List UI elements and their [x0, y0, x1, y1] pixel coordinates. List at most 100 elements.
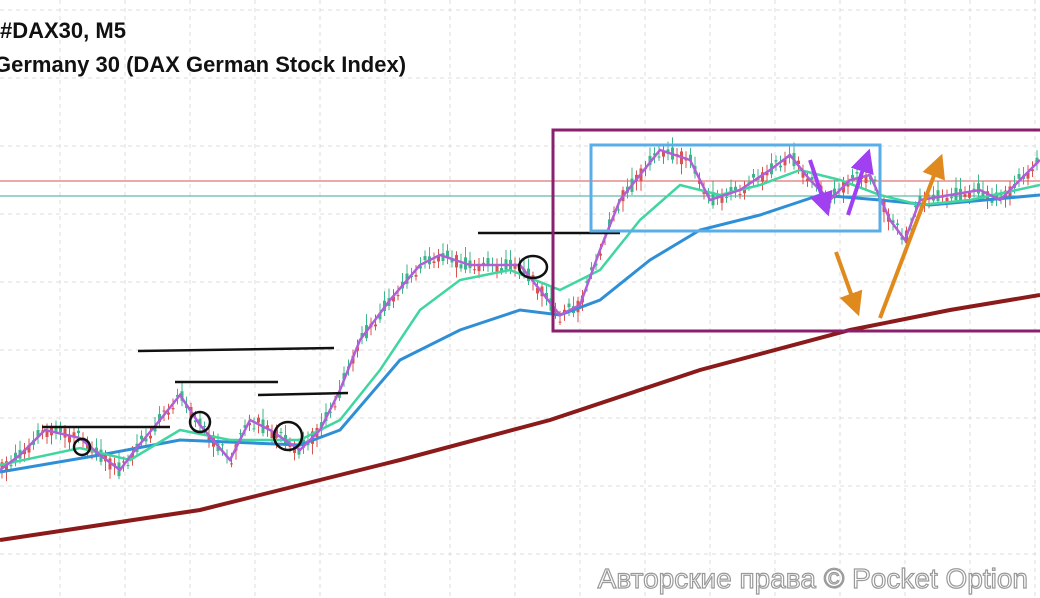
range-box — [589, 143, 882, 233]
candle-body — [563, 309, 566, 313]
candle-body — [59, 427, 62, 433]
candle-body — [266, 425, 269, 428]
candle-body — [833, 188, 836, 199]
candle-body — [648, 155, 652, 166]
candle-body — [171, 407, 175, 410]
candle-body — [378, 314, 382, 320]
candle-body — [950, 196, 953, 199]
candle-body — [801, 172, 805, 178]
candle-body — [126, 465, 130, 467]
candle-body — [158, 414, 161, 423]
candle-body — [342, 373, 346, 380]
candle-body — [738, 193, 742, 195]
candle-body — [500, 267, 503, 272]
candle-body — [437, 256, 440, 262]
candle-body — [203, 426, 206, 428]
candle-body — [446, 250, 449, 257]
candle-body — [198, 418, 202, 427]
candle-body — [536, 287, 539, 294]
candle-body — [653, 153, 656, 156]
candle-body — [968, 192, 971, 198]
annotations — [42, 231, 620, 457]
arrows — [808, 148, 945, 319]
candle-body — [617, 209, 620, 211]
candle-body — [63, 428, 67, 438]
candle-body — [1026, 172, 1030, 179]
candle-body — [896, 223, 899, 225]
candle-body — [396, 295, 400, 297]
candle-body — [419, 266, 422, 269]
candle-body — [752, 174, 755, 178]
candle-body — [698, 180, 701, 184]
candle-body — [473, 269, 476, 271]
candle-body — [86, 442, 89, 451]
candle-body — [972, 188, 976, 190]
candle-body — [9, 464, 13, 467]
candle-body — [873, 179, 877, 181]
candle-body — [977, 183, 980, 194]
candle-body — [806, 178, 809, 181]
candle-body — [329, 411, 332, 413]
candle-body — [77, 430, 80, 434]
candle-body — [374, 324, 377, 327]
candle-body — [54, 427, 58, 433]
candle-body — [477, 264, 481, 272]
candle-body — [1031, 169, 1034, 172]
candle-body — [945, 197, 949, 203]
candle-body — [486, 258, 490, 265]
range-box — [551, 128, 1040, 333]
candle-body — [743, 188, 746, 194]
candle-body — [734, 186, 737, 191]
candle-body — [590, 267, 593, 271]
candle-body — [297, 448, 301, 455]
candle-body — [423, 256, 427, 261]
candle-body — [131, 452, 134, 459]
candle-body — [855, 172, 859, 174]
candle-body — [1035, 157, 1039, 164]
candle-body — [27, 444, 31, 453]
candle-body — [657, 156, 661, 158]
candle-body — [239, 433, 242, 435]
candle-body — [275, 427, 278, 438]
candle-body — [851, 175, 854, 179]
candle-body — [252, 428, 256, 430]
candle-body — [810, 177, 814, 180]
candle-body — [194, 420, 197, 423]
candle-body — [14, 452, 17, 461]
moving-average — [0, 168, 1040, 467]
candle-body — [140, 435, 143, 440]
candle-body — [243, 425, 247, 428]
candle-body — [689, 154, 692, 161]
candle-body — [167, 412, 170, 415]
candle-body — [797, 160, 800, 165]
candle-body — [1017, 174, 1021, 179]
candle-body — [981, 191, 985, 198]
candle-body — [72, 432, 76, 437]
candle-body — [144, 438, 148, 442]
candle-body — [149, 435, 152, 439]
candle-body — [864, 174, 868, 183]
candle-body — [662, 150, 665, 157]
candle-body — [729, 187, 733, 195]
candle-body — [248, 422, 251, 426]
candle-body — [392, 296, 395, 302]
candle-body — [995, 192, 998, 201]
candle-body — [900, 237, 904, 240]
candle-body — [891, 220, 895, 223]
candle-body — [360, 333, 364, 338]
candle-body — [221, 444, 224, 446]
candle-body — [495, 265, 499, 272]
candle-body — [720, 194, 724, 203]
candle-body — [432, 261, 436, 264]
candle-body — [450, 259, 454, 263]
candle-body — [36, 430, 40, 437]
candle-body — [914, 205, 917, 207]
candle-body — [270, 431, 274, 438]
symbol: #DAX30, M5 — [0, 18, 126, 43]
candle-body — [761, 172, 764, 182]
candle-body — [279, 431, 283, 433]
candle-body — [122, 461, 125, 463]
candle-body — [176, 394, 179, 397]
instrument-name: Germany 30 (DAX German Stock Index) — [0, 52, 406, 77]
